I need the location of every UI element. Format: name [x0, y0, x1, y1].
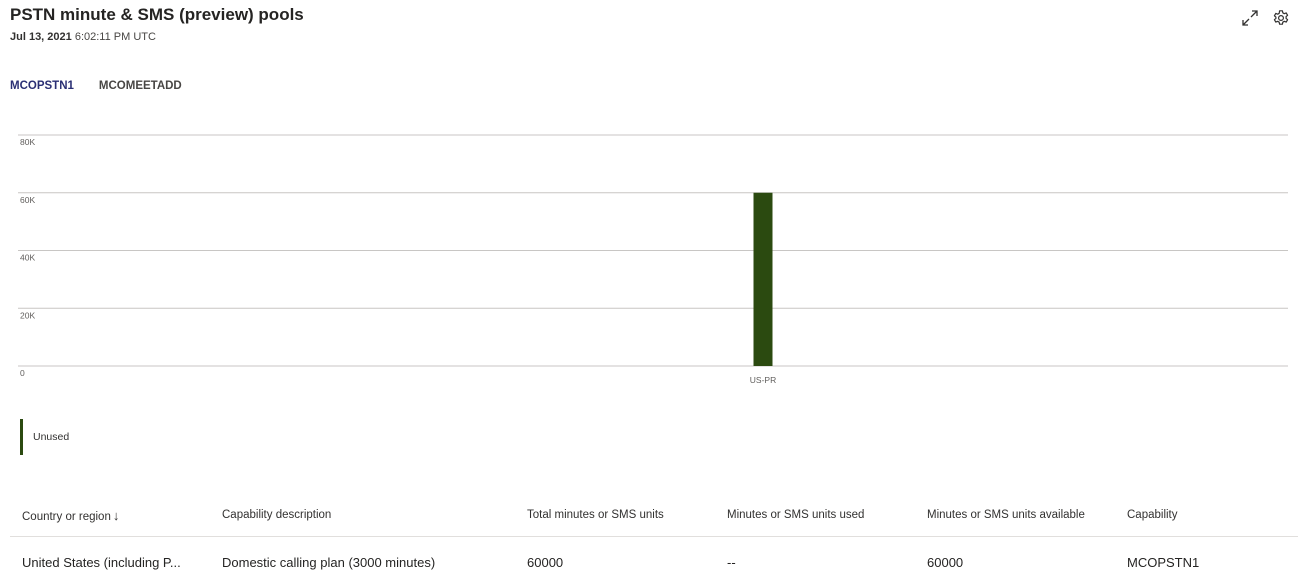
y-tick-label: 40K [20, 253, 35, 263]
gear-icon [1272, 9, 1290, 27]
pool-tabs: MCOPSTN1 MCOMEETADD [10, 80, 182, 95]
y-tick-label: 0 [20, 368, 25, 378]
column-header-capability[interactable]: Capability [1115, 494, 1298, 537]
page-timestamp: Jul 13, 2021 6:02:11 PM UTC [10, 31, 156, 43]
pool-table: Country or region↓ Capability descriptio… [10, 494, 1298, 587]
bar-us-pr[interactable] [754, 193, 773, 366]
y-tick-label: 60K [20, 195, 35, 205]
cell-units-used: -- [715, 537, 915, 587]
legend-label-unused: Unused [33, 431, 69, 443]
settings-button[interactable] [1272, 9, 1290, 27]
column-header-capability-description[interactable]: Capability description [210, 494, 515, 537]
legend-swatch-unused [20, 419, 23, 455]
expand-icon [1241, 9, 1259, 27]
pool-bar-chart: 0 20K 40K 60K 80K US-PR [0, 120, 1309, 395]
column-header-units-available[interactable]: Minutes or SMS units available [915, 494, 1115, 537]
cell-units-available: 60000 [915, 537, 1115, 587]
cell-capability: MCOPSTN1 [1115, 537, 1298, 587]
table-row[interactable]: United States (including P... Domestic c… [10, 537, 1298, 587]
y-tick-label: 80K [20, 137, 35, 147]
sort-down-icon: ↓ [113, 508, 120, 523]
page-title: PSTN minute & SMS (preview) pools [10, 5, 304, 25]
cell-total-units: 60000 [515, 537, 715, 587]
column-header-units-used[interactable]: Minutes or SMS units used [715, 494, 915, 537]
tab-mcomeetadd[interactable]: MCOMEETADD [99, 80, 182, 95]
y-tick-label: 20K [20, 310, 35, 320]
timestamp-date: Jul 13, 2021 [10, 31, 72, 43]
table-header-row: Country or region↓ Capability descriptio… [10, 494, 1298, 537]
x-tick-label: US-PR [750, 375, 776, 385]
column-header-total-units[interactable]: Total minutes or SMS units [515, 494, 715, 537]
timestamp-time: 6:02:11 PM UTC [75, 31, 156, 43]
cell-country: United States (including P... [10, 537, 210, 587]
column-header-country[interactable]: Country or region↓ [10, 494, 210, 537]
cell-capability-description: Domestic calling plan (3000 minutes) [210, 537, 515, 587]
chart-legend: Unused [20, 419, 69, 455]
tab-mcopstn1[interactable]: MCOPSTN1 [10, 80, 74, 95]
expand-button[interactable] [1241, 9, 1259, 27]
